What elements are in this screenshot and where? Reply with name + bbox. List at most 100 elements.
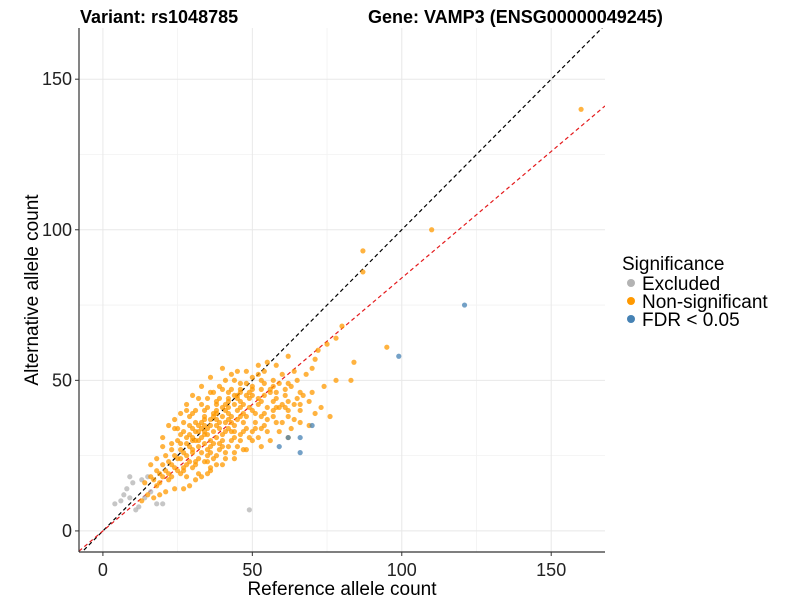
data-point <box>231 450 238 456</box>
data-point <box>222 377 229 383</box>
data-point <box>243 368 249 374</box>
legend-label: Non-significant <box>642 292 768 313</box>
data-point <box>160 462 166 468</box>
data-point <box>285 413 291 420</box>
data-point <box>181 419 187 426</box>
data-point <box>234 392 240 399</box>
data-point <box>178 410 184 417</box>
data-point <box>148 462 154 468</box>
data-point <box>231 401 238 408</box>
data-point <box>285 398 291 405</box>
data-point <box>216 395 223 402</box>
data-point <box>276 380 282 386</box>
data-point <box>258 377 264 383</box>
data-point <box>261 410 267 417</box>
data-point <box>183 407 190 414</box>
data-point <box>294 377 300 383</box>
data-point <box>204 453 211 459</box>
data-point <box>195 443 202 450</box>
data-point <box>189 392 196 399</box>
data-point <box>276 443 282 450</box>
data-point <box>157 480 163 486</box>
data-point <box>201 440 208 447</box>
data-point <box>181 428 187 435</box>
data-point <box>282 392 288 399</box>
data-point <box>222 450 229 456</box>
data-point <box>429 227 435 233</box>
data-point <box>312 356 318 362</box>
data-point <box>258 398 264 405</box>
axes <box>75 28 605 556</box>
data-point <box>222 456 229 462</box>
data-point <box>178 456 184 462</box>
legend: Significance ExcludedNon-significantFDR … <box>622 254 768 331</box>
data-point <box>201 413 208 420</box>
data-point <box>163 453 169 459</box>
data-point <box>282 386 288 392</box>
data-point <box>207 389 214 395</box>
data-point <box>285 353 291 359</box>
data-point <box>204 459 211 465</box>
data-point <box>252 425 258 432</box>
data-point <box>186 422 193 429</box>
x-tick-label: 100 <box>387 560 417 580</box>
x-tick-label: 150 <box>536 560 566 580</box>
data-point <box>213 401 220 408</box>
grid <box>79 28 605 552</box>
data-point <box>124 486 130 492</box>
data-point <box>279 419 285 426</box>
data-point <box>228 386 235 392</box>
data-point <box>297 389 303 395</box>
data-point <box>297 407 303 414</box>
data-point <box>246 434 252 441</box>
data-point <box>273 362 279 368</box>
data-point <box>183 401 190 408</box>
data-point <box>306 398 312 405</box>
series-excluded <box>112 474 252 513</box>
x-tick-label: 0 <box>98 560 108 580</box>
data-point <box>324 341 330 347</box>
data-point <box>285 380 291 386</box>
data-point <box>264 404 270 411</box>
data-point <box>578 106 584 112</box>
y-tick-label: 0 <box>62 521 72 541</box>
data-point <box>210 428 217 435</box>
data-point <box>237 437 243 444</box>
data-point <box>315 347 321 353</box>
data-point <box>261 392 267 399</box>
data-point <box>186 431 193 438</box>
data-point <box>216 447 223 453</box>
data-point <box>237 413 243 420</box>
data-point <box>270 398 276 405</box>
data-point <box>151 477 157 483</box>
data-point <box>219 413 226 420</box>
data-point <box>243 380 249 386</box>
data-point <box>207 374 214 380</box>
data-point <box>225 416 232 423</box>
data-point <box>225 443 232 450</box>
data-point <box>198 401 205 408</box>
data-point <box>160 443 166 450</box>
data-point <box>219 437 226 444</box>
data-point <box>225 425 232 432</box>
data-point <box>258 386 264 392</box>
data-point <box>192 462 199 468</box>
data-point <box>255 362 261 368</box>
data-point <box>285 434 291 441</box>
data-point <box>210 456 217 462</box>
data-point <box>297 419 303 426</box>
data-point <box>192 428 199 435</box>
data-point <box>294 395 300 402</box>
data-point <box>181 468 187 474</box>
data-point <box>195 437 202 444</box>
data-point <box>318 404 324 411</box>
data-point <box>198 383 205 389</box>
data-point <box>189 447 196 453</box>
data-point <box>192 477 199 483</box>
data-point <box>273 389 279 395</box>
data-point <box>384 344 390 350</box>
y-tick-label: 150 <box>42 69 72 89</box>
data-point <box>333 335 339 341</box>
data-point <box>127 495 133 501</box>
data-point <box>270 377 276 383</box>
